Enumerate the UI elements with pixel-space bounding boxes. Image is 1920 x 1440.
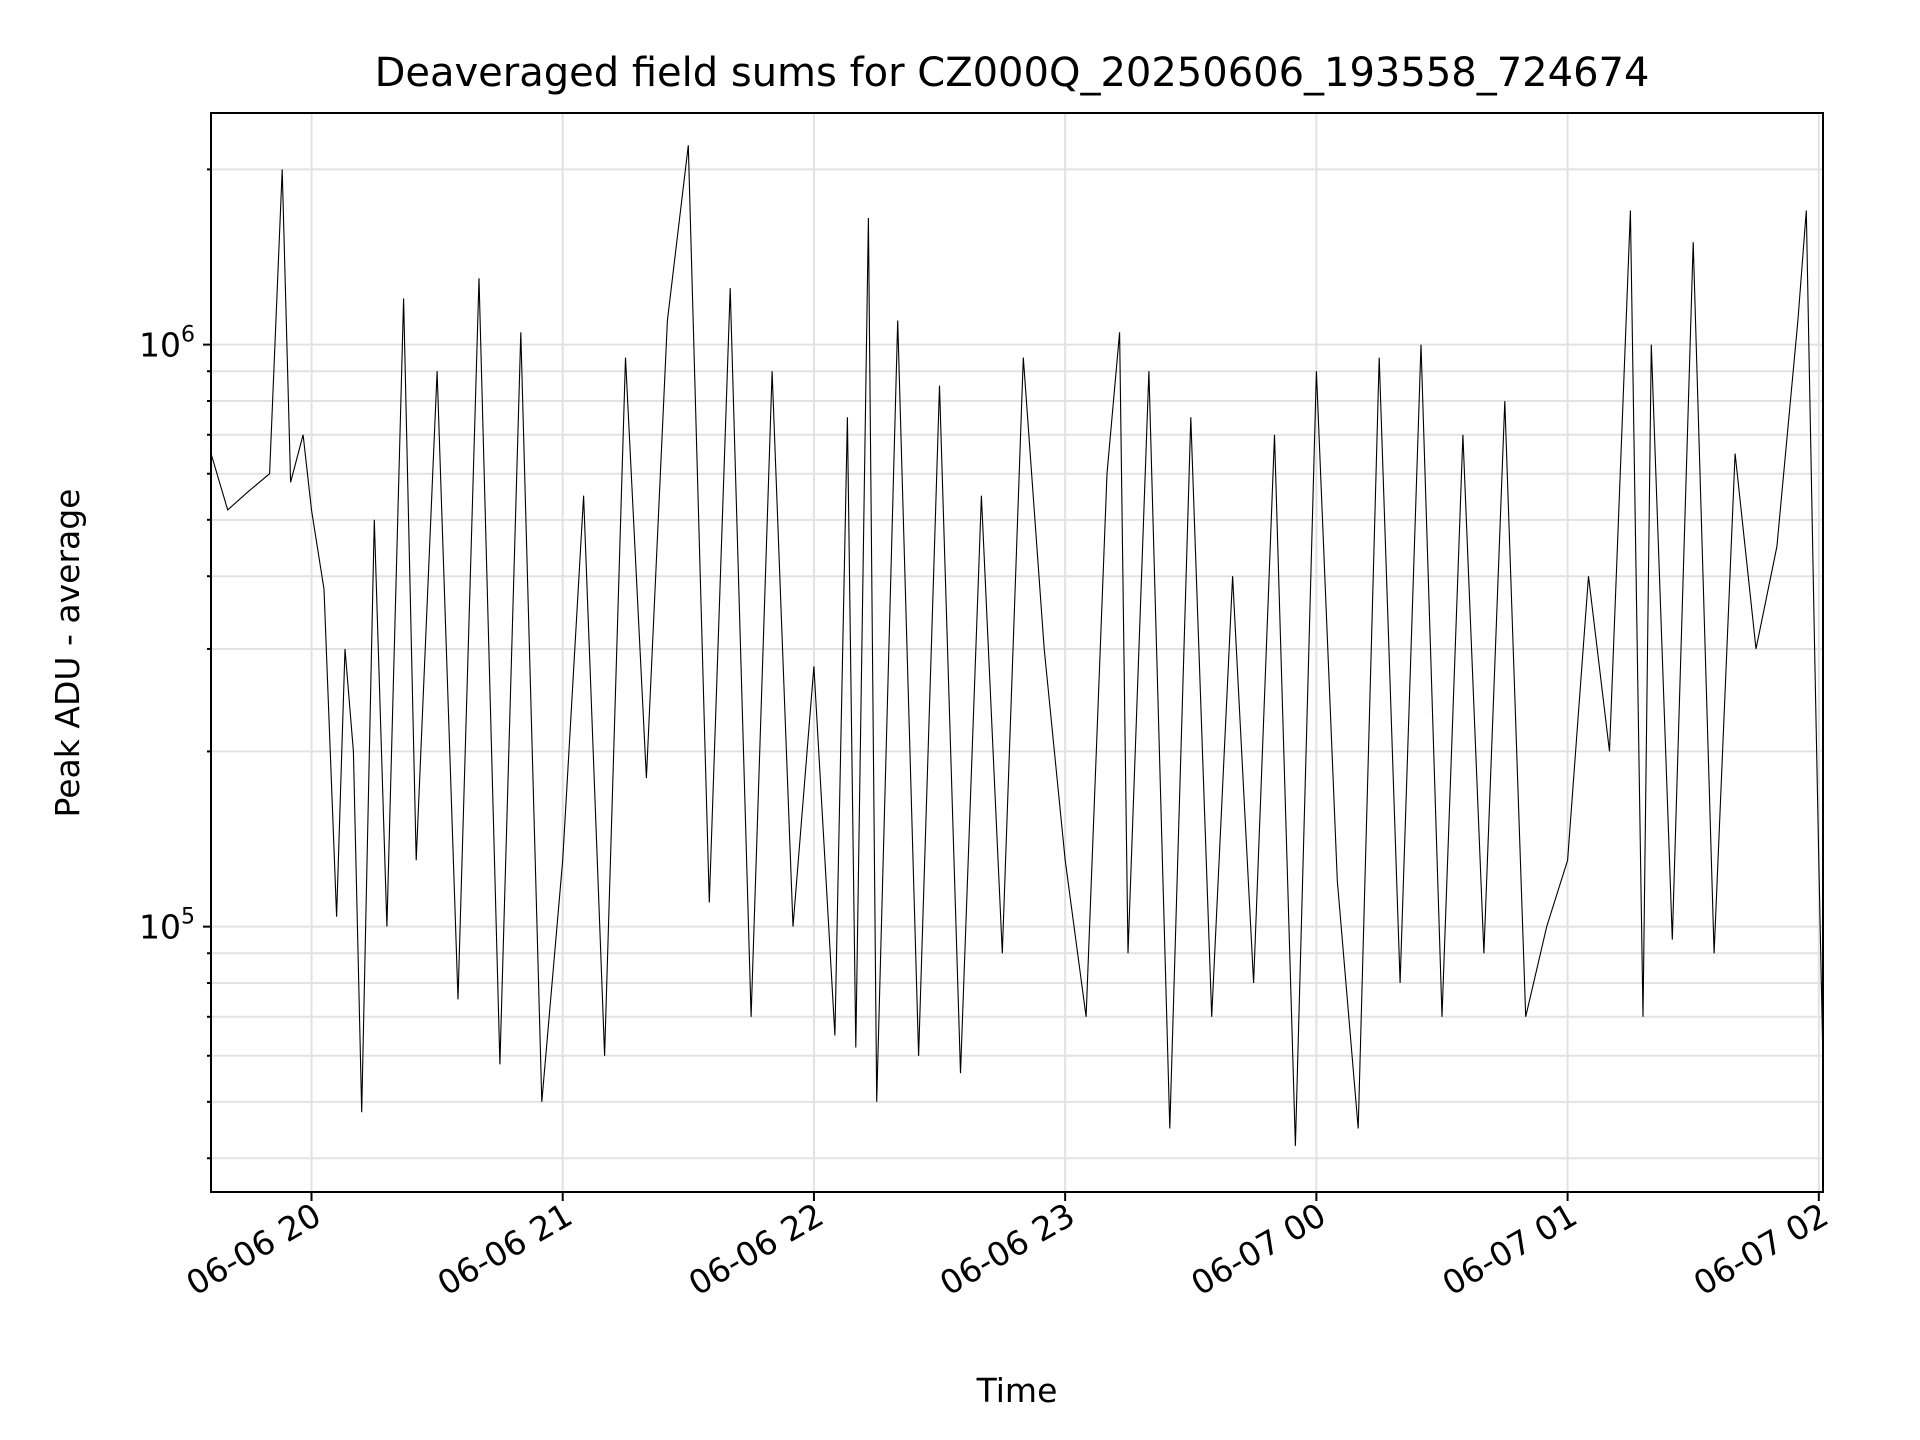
x-tick-label: 06-06 20: [179, 1195, 327, 1303]
grid-lines: [211, 113, 1823, 1192]
chart-title: Deaveraged field sums for CZ000Q_2025060…: [375, 50, 1650, 96]
x-tick-label: 06-06 23: [933, 1195, 1081, 1303]
axes-frame: [210, 112, 1824, 1193]
x-axis: 06-06 20 06-06 21 06-06 22 06-06 23 06-07 00…: [179, 1192, 1835, 1303]
y-axis-label: Peak ADU - average: [48, 489, 87, 818]
x-tick-label: 06-07 02: [1687, 1195, 1835, 1303]
y-tick-label: 106: [139, 323, 195, 365]
y-tick-label: 105: [139, 905, 195, 947]
x-tick-label: 06-06 21: [431, 1195, 579, 1303]
x-tick-label: 06-06 22: [682, 1195, 830, 1303]
x-axis-label: Time: [976, 1371, 1058, 1410]
x-tick-label: 06-07 00: [1184, 1195, 1332, 1303]
series-line: [210, 145, 1824, 1146]
plot-area: [210, 145, 1824, 1146]
y-axis: 105 106: [139, 168, 211, 1160]
x-tick-label: 06-07 01: [1436, 1195, 1584, 1303]
